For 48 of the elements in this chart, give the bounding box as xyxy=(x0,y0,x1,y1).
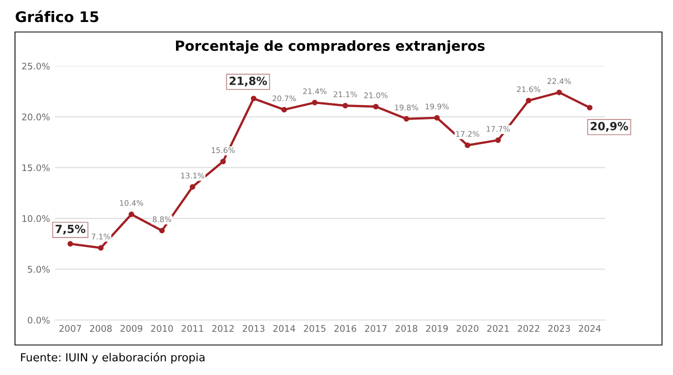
point xyxy=(495,137,501,143)
annotation: 7,5% xyxy=(56,224,86,235)
x-tick-label: 2011 xyxy=(182,325,204,332)
point xyxy=(68,241,74,247)
point xyxy=(98,245,104,251)
x-tick-label: 2023 xyxy=(548,325,570,332)
x-tick-label: 2022 xyxy=(518,325,540,332)
point xyxy=(250,96,256,102)
y-tick-label: 5.0% xyxy=(28,266,50,273)
x-tick-label: 2008 xyxy=(90,325,112,332)
x-tick-label: 2020 xyxy=(456,325,478,332)
y-tick-label: 10.0% xyxy=(22,215,50,222)
x-tick-label: 2021 xyxy=(487,325,509,332)
point xyxy=(373,104,379,110)
y-tick-label: 25.0% xyxy=(22,62,50,70)
point xyxy=(159,228,165,234)
point xyxy=(434,115,440,121)
point xyxy=(342,102,348,108)
point xyxy=(281,106,287,112)
x-tick-label: 2013 xyxy=(242,325,264,332)
chart-subtitle: Gráfico 15 xyxy=(16,10,98,22)
point xyxy=(556,90,562,96)
x-tick-label: 2017 xyxy=(365,325,387,332)
point xyxy=(128,212,134,218)
x-tick-label: 2010 xyxy=(151,325,173,332)
x-tick-label: 2009 xyxy=(120,325,142,332)
x-tick-label: 2016 xyxy=(334,325,356,332)
point xyxy=(312,100,318,106)
point xyxy=(526,98,532,104)
annotation: 20,9% xyxy=(590,122,628,132)
point xyxy=(190,184,196,190)
x-tick-label: 2024 xyxy=(578,325,601,332)
chart-title: Porcentaje de compradores extranjeros xyxy=(176,40,485,54)
point xyxy=(464,142,470,148)
y-tick-label: 20.0% xyxy=(22,114,50,120)
x-tick-label: 2014 xyxy=(273,325,296,332)
source-note: Fuente: IUIN y elaboración propia xyxy=(21,352,204,364)
y-tick-label: 0.0% xyxy=(28,316,50,324)
point xyxy=(404,116,410,122)
x-tick-label: 2018 xyxy=(396,325,418,332)
x-tick-label: 2012 xyxy=(212,325,234,332)
point xyxy=(220,158,226,164)
point xyxy=(586,104,592,110)
y-tick-label: 15.0% xyxy=(22,164,50,172)
annotation: 21,8% xyxy=(230,76,267,86)
x-tick-label: 2015 xyxy=(304,325,326,332)
x-tick-label: 2019 xyxy=(426,325,448,332)
x-tick-label: 2007 xyxy=(59,325,81,332)
